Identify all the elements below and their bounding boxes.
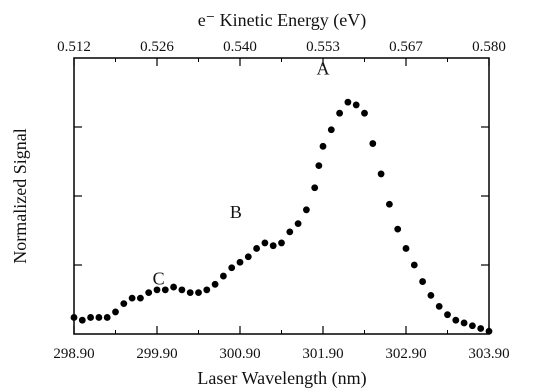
data-point xyxy=(352,101,360,109)
data-point xyxy=(103,314,111,321)
top-tick-label: 0.540 xyxy=(223,39,257,55)
data-point xyxy=(70,314,78,321)
data-point xyxy=(78,316,86,324)
data-point xyxy=(394,225,402,233)
data-point xyxy=(286,228,294,236)
data-point xyxy=(145,289,153,296)
data-point xyxy=(253,245,260,252)
x-tick-label: 302.90 xyxy=(385,346,426,362)
peak-labels: A B C xyxy=(153,59,330,289)
top-tick-label: 0.526 xyxy=(140,39,174,55)
data-point xyxy=(435,303,443,310)
data-point xyxy=(244,253,252,261)
data-point xyxy=(269,242,277,250)
tick-labels: 298.90 299.90 300.90 301.90 302.90 303.90 0.51… xyxy=(53,39,509,362)
data-point xyxy=(186,289,194,296)
data-point xyxy=(386,200,393,208)
data-point xyxy=(452,316,460,324)
top-axis-title: e⁻ Kinetic Energy (eV) xyxy=(198,10,367,31)
y-axis-title: Normalized Signal xyxy=(10,128,30,263)
data-point xyxy=(170,283,178,291)
data-points xyxy=(70,98,493,335)
data-point xyxy=(477,325,485,332)
data-point xyxy=(344,98,352,106)
data-point xyxy=(261,239,269,247)
data-point xyxy=(311,184,319,192)
x-tick-label: 303.90 xyxy=(468,346,509,362)
data-point xyxy=(153,286,161,294)
data-point xyxy=(410,261,418,269)
data-point xyxy=(220,272,227,280)
data-point xyxy=(303,206,310,214)
data-point xyxy=(211,280,219,288)
data-point xyxy=(319,142,327,150)
data-point xyxy=(120,300,128,308)
data-point xyxy=(112,308,119,316)
data-point xyxy=(402,245,410,252)
top-tick-label: 0.512 xyxy=(57,39,91,55)
x-tick-label: 299.90 xyxy=(136,346,177,362)
data-point xyxy=(278,239,285,247)
data-point xyxy=(419,278,426,285)
data-point xyxy=(469,322,476,330)
data-point xyxy=(294,220,302,228)
data-point xyxy=(444,311,451,319)
peak-label: C xyxy=(153,268,165,288)
peak-label: A xyxy=(317,59,330,79)
data-point xyxy=(95,314,103,321)
x-tick-label: 298.90 xyxy=(53,346,94,362)
data-point xyxy=(87,314,94,321)
top-tick-label: 0.580 xyxy=(472,39,506,55)
data-point xyxy=(137,294,144,302)
data-point xyxy=(361,109,368,117)
data-point xyxy=(377,170,385,178)
plot-frame xyxy=(73,57,490,335)
data-point xyxy=(228,264,236,272)
axis-ticks xyxy=(73,58,490,334)
data-point xyxy=(336,109,343,117)
data-point xyxy=(236,258,244,266)
data-point xyxy=(427,291,435,299)
data-point xyxy=(460,319,468,327)
x-tick-label: 301.90 xyxy=(302,346,343,362)
data-point xyxy=(128,294,136,302)
data-point xyxy=(195,289,202,296)
data-point xyxy=(203,286,211,294)
data-point xyxy=(178,286,186,294)
data-point xyxy=(315,162,323,170)
data-point xyxy=(161,286,169,294)
data-point xyxy=(327,126,335,134)
top-tick-label: 0.553 xyxy=(306,39,340,55)
x-tick-label: 300.90 xyxy=(219,346,260,362)
peak-label: B xyxy=(230,202,242,222)
data-point xyxy=(369,140,377,147)
top-tick-label: 0.567 xyxy=(389,39,423,55)
x-axis-title: Laser Wavelength (nm) xyxy=(197,368,366,389)
